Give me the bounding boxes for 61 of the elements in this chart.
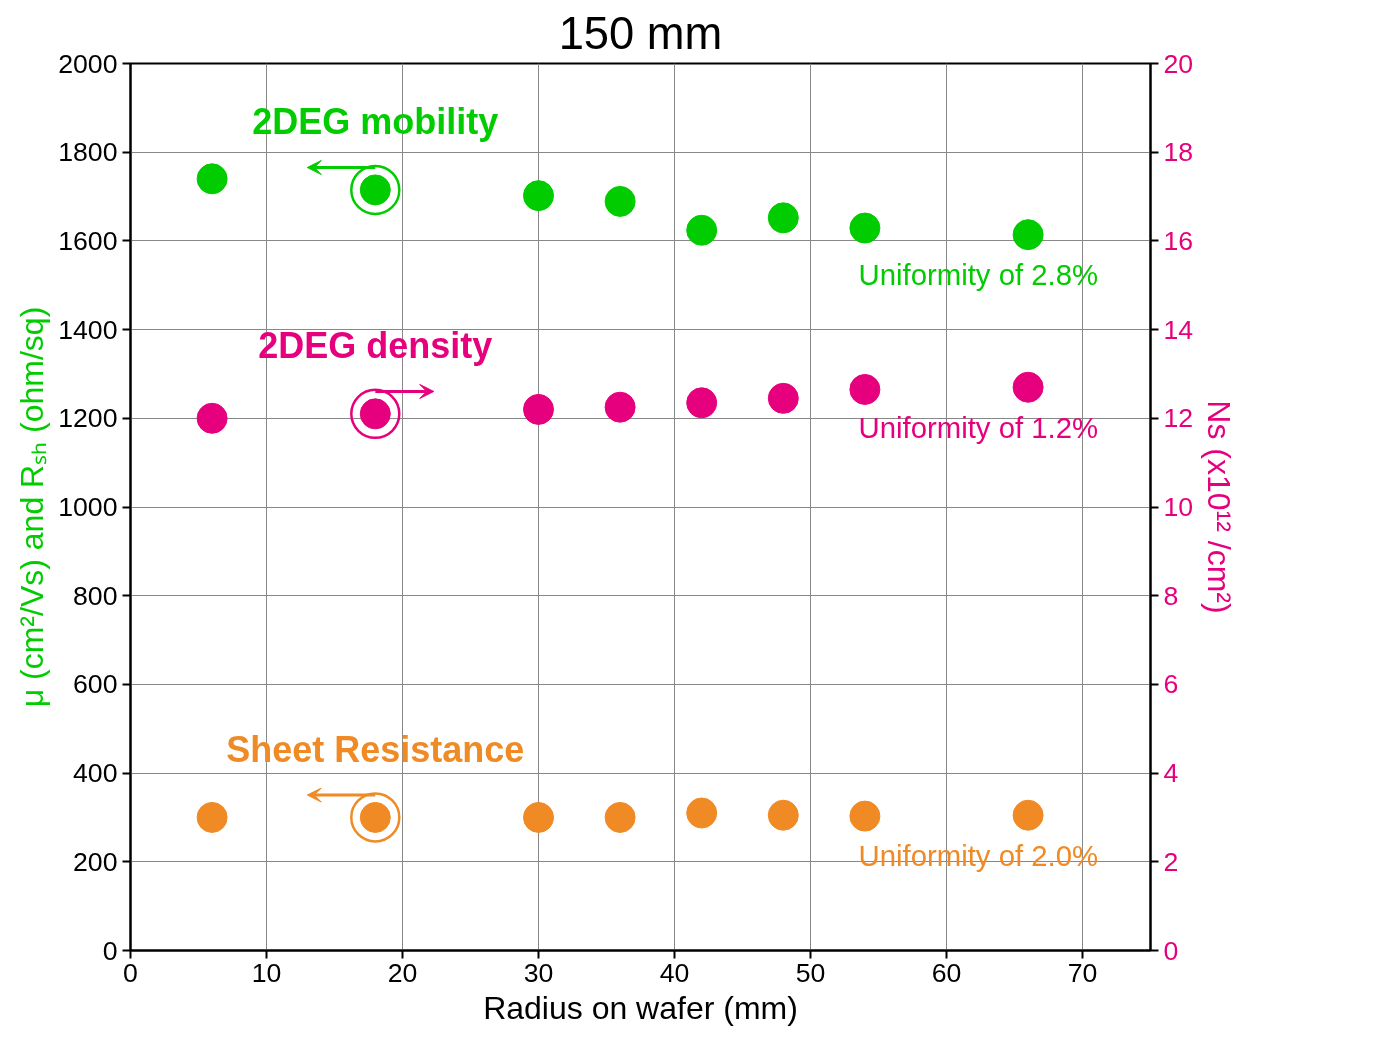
y-tick-label: 0	[102, 935, 118, 966]
y2-tick-label: 20	[1163, 48, 1194, 79]
y2-tick-label: 18	[1163, 137, 1194, 168]
x-tick-label: 20	[387, 957, 418, 988]
point	[849, 800, 881, 832]
y2-axis-title: Ns (x10¹² /cm²)	[1201, 400, 1238, 614]
point	[686, 387, 718, 419]
point	[523, 180, 554, 212]
point	[849, 212, 881, 244]
point	[1012, 219, 1044, 251]
y2-tick-label: 6	[1163, 669, 1179, 700]
point	[196, 801, 228, 833]
point	[1012, 799, 1044, 831]
y2-tick-label: 12	[1163, 403, 1194, 434]
y-axis-title: μ (cm²/Vs) and Rₛₕ (ohm/sq)	[14, 306, 51, 708]
y-tick-label: 1400	[58, 314, 118, 345]
x-tick-label: 50	[795, 957, 826, 988]
point	[196, 163, 228, 195]
y-tick-label: 2000	[58, 48, 118, 79]
point	[604, 185, 636, 217]
x-tick-label: 10	[251, 957, 282, 988]
series-label: 2DEG density	[258, 325, 493, 367]
x-tick-label: 0	[123, 957, 138, 988]
point	[767, 799, 799, 831]
point	[1012, 371, 1044, 403]
y-tick-label: 600	[73, 669, 118, 700]
point	[849, 374, 881, 405]
x-tick-label: 30	[523, 957, 554, 988]
y-tick-label: 1800	[58, 137, 118, 168]
point	[767, 382, 799, 414]
series-label: 2DEG mobility	[252, 101, 499, 143]
point	[523, 393, 554, 425]
chart-title: 150 mm	[558, 7, 723, 59]
series-label: Sheet Resistance	[226, 729, 525, 771]
point	[767, 202, 799, 234]
annotation: Uniformity of 2.8%	[858, 258, 1099, 292]
y2-tick-label: 14	[1163, 314, 1194, 345]
annotation: Uniformity of 1.2%	[858, 410, 1099, 444]
y-tick-label: 200	[73, 846, 118, 877]
y2-tick-label: 8	[1163, 580, 1179, 611]
y-tick-label: 1600	[58, 225, 118, 256]
y-tick-label: 1200	[58, 403, 118, 434]
point	[523, 801, 554, 833]
y-tick-label: 400	[73, 758, 118, 789]
y2-tick-label: 4	[1163, 758, 1179, 789]
x-tick-label: 60	[931, 957, 962, 988]
y-tick-label: 800	[73, 580, 118, 611]
x-tick-label: 40	[659, 957, 690, 988]
point	[686, 797, 718, 829]
point	[604, 801, 636, 833]
y2-tick-label: 10	[1163, 492, 1194, 522]
point	[196, 402, 228, 434]
annotation: Uniformity of 2.0%	[858, 838, 1099, 872]
x-axis-title: Radius on wafer (mm)	[483, 989, 798, 1026]
y2-tick-label: 0	[1163, 935, 1179, 966]
y2-tick-label: 2	[1163, 846, 1179, 877]
y2-tick-label: 16	[1163, 225, 1194, 256]
x-tick-label: 70	[1067, 957, 1098, 988]
point	[604, 391, 636, 423]
y-tick-label: 1000	[58, 492, 118, 522]
point	[686, 214, 718, 246]
